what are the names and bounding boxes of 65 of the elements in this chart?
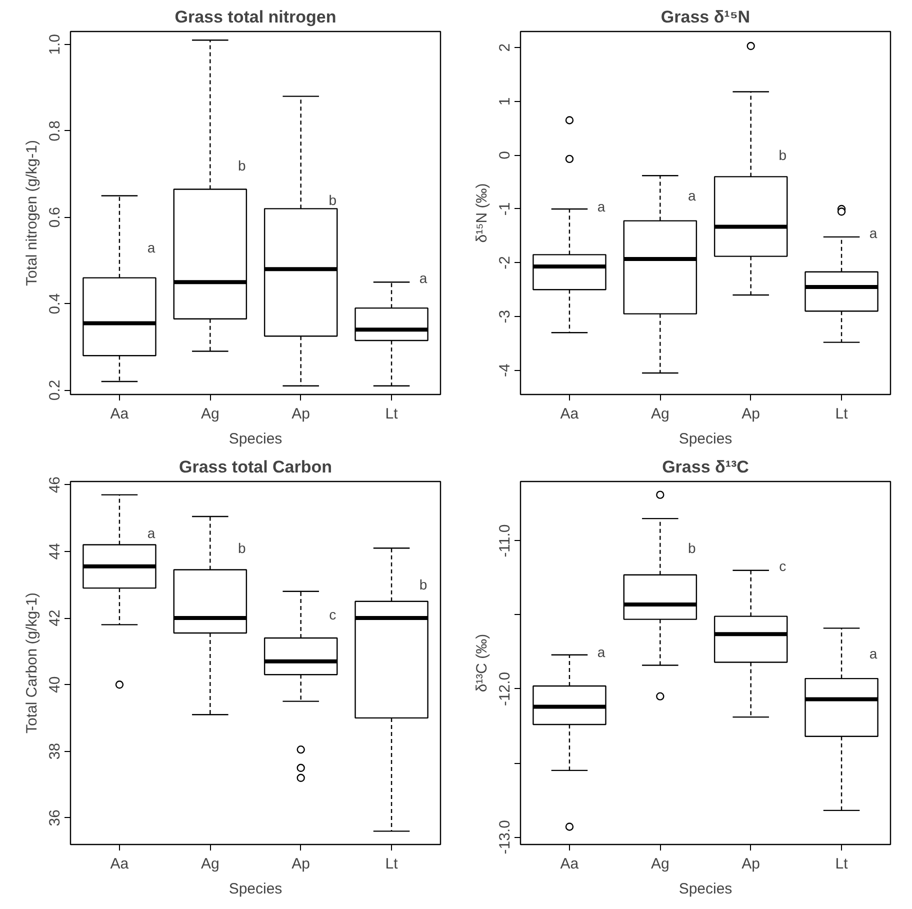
annotation: a	[419, 270, 428, 286]
y-tick-label: 42	[46, 610, 64, 626]
y-tick-label: 36	[46, 810, 64, 826]
annotation: a	[147, 240, 156, 256]
x-tick-label: Ap	[742, 406, 760, 422]
x-axis-title: Species	[678, 880, 732, 898]
y-tick-label: 2	[496, 43, 514, 52]
chart-title: Grass total nitrogen	[174, 8, 336, 26]
y-tick-label: -2	[496, 256, 514, 270]
y-tick-label: -11.0	[496, 524, 514, 558]
x-tick-label: Aa	[110, 856, 130, 872]
y-tick-label: 46	[46, 476, 64, 494]
annotation: b	[778, 147, 787, 164]
x-tick-label: Ag	[200, 406, 220, 422]
y-tick-label: 1.0	[46, 34, 64, 55]
annotation: b	[238, 540, 246, 556]
x-tick-label: Aa	[560, 856, 580, 872]
x-tick-label: Ap	[292, 406, 310, 422]
annotation: b	[688, 540, 696, 556]
annotation: c	[779, 558, 786, 574]
y-tick-label: 38	[46, 742, 64, 760]
y-axis-title: Total nitrogen (g/kg-1)	[24, 140, 40, 286]
x-tick-label: Ap	[742, 856, 760, 872]
y-tick-label: -13.0	[496, 820, 514, 854]
y-axis-title: δ¹⁵N (‰)	[474, 183, 490, 243]
annotation: b	[328, 192, 337, 208]
y-tick-label: 0.2	[46, 380, 64, 401]
y-tick-label: 0.4	[46, 293, 64, 314]
x-tick-label: Ag	[650, 406, 670, 422]
annotation: b	[419, 576, 428, 593]
chart-title: Grass total Carbon	[178, 458, 332, 476]
annotation: a	[147, 525, 156, 542]
y-tick-label: -12.0	[496, 672, 514, 706]
y-tick-label: 0	[496, 151, 514, 160]
y-tick-label: 1	[496, 97, 514, 106]
x-axis-title: Species	[228, 880, 282, 898]
x-tick-label: Aa	[560, 406, 580, 422]
y-tick-label: -1	[496, 202, 514, 216]
x-tick-label: Lt	[385, 856, 399, 872]
y-tick-label: -4	[496, 364, 514, 377]
y-tick-label: 0.6	[46, 206, 64, 228]
y-tick-label: 44	[46, 543, 64, 560]
annotation: b	[238, 157, 246, 174]
x-axis-title: Species	[678, 430, 732, 448]
annotation: a	[688, 188, 696, 204]
x-tick-label: Ag	[650, 856, 670, 872]
x-tick-label: Ap	[292, 856, 310, 872]
y-tick-label: 40	[46, 676, 64, 693]
x-axis-title: Species	[228, 430, 282, 448]
chart-title: Grass δ¹⁵N	[660, 8, 750, 26]
y-axis-title: Total Carbon (g/kg-1)	[24, 592, 40, 734]
x-tick-label: Aa	[110, 406, 130, 422]
y-tick-label: 0.8	[46, 120, 64, 142]
chart-title: Grass δ¹³C	[662, 458, 749, 476]
x-tick-label: Ag	[200, 856, 220, 872]
x-tick-label: Lt	[385, 406, 399, 422]
y-tick-label: -3	[496, 310, 514, 324]
annotation: c	[329, 606, 336, 623]
annotation: a	[597, 198, 606, 214]
x-tick-label: Lt	[835, 856, 849, 872]
x-tick-label: Lt	[835, 406, 849, 422]
annotation: a	[597, 644, 606, 660]
y-axis-title: δ¹³C (‰)	[474, 634, 490, 692]
annotation: a	[869, 645, 878, 662]
annotation: a	[869, 225, 878, 242]
